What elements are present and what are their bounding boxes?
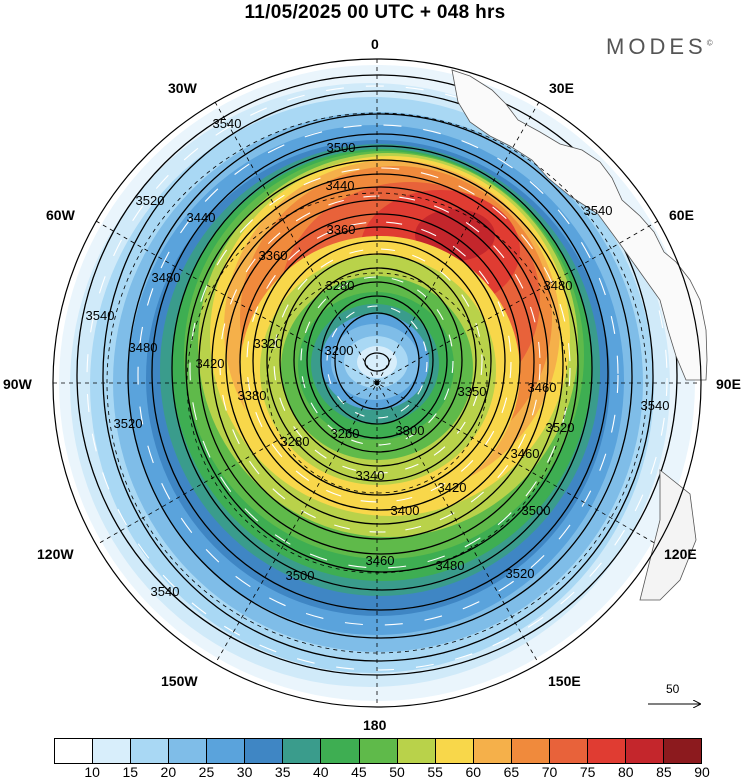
contour-label: 3440 <box>187 210 216 225</box>
colorbar-swatch <box>55 739 94 763</box>
contour-label: 3480 <box>436 558 465 573</box>
reference-vector-label: 50 <box>666 682 680 696</box>
contour-label: 3380 <box>238 388 267 403</box>
lon-label-0: 0 <box>371 36 379 52</box>
colorbar-swatch <box>511 739 550 763</box>
contour-label: 3350 <box>458 384 487 399</box>
contour-label: 3420 <box>196 356 225 371</box>
contour-label: 3480 <box>152 270 181 285</box>
colorbar-swatch <box>207 739 246 763</box>
contour-label: 3440 <box>326 178 355 193</box>
contour-label: 3500 <box>327 140 356 155</box>
contour-label: 3340 <box>356 468 385 483</box>
contour-label: 3520 <box>506 566 535 581</box>
colorbar-label: 90 <box>694 764 710 780</box>
contour-label: 3540 <box>584 203 613 218</box>
colorbar-swatch <box>321 739 360 763</box>
lon-label-120e: 120E <box>664 546 697 562</box>
colorbar-label: 55 <box>427 764 443 780</box>
contour-label: 3460 <box>366 553 395 568</box>
colorbar-label: 60 <box>465 764 482 780</box>
colorbar-swatch <box>549 739 588 763</box>
map-boundary <box>52 58 702 708</box>
pole-marker <box>374 380 380 386</box>
contour-label: 3500 <box>286 568 315 583</box>
colorbar-label: 35 <box>274 764 291 780</box>
lon-label-150e: 150E <box>548 673 581 689</box>
map-title: 11/05/2025 00 UTC + 048 hrs <box>244 2 506 23</box>
colorbar-label: 65 <box>503 764 520 780</box>
colorbar-swatch <box>587 739 626 763</box>
reference-arrow-icon <box>648 682 710 712</box>
lon-label-30e: 30E <box>549 80 574 96</box>
colorbar-swatch <box>397 739 436 763</box>
colorbar-label: 50 <box>389 764 405 780</box>
contour-label: 3320 <box>254 336 283 351</box>
contour-label: 3420 <box>438 480 467 495</box>
contour-label: 3360 <box>327 222 356 237</box>
colorbar-swatch <box>359 739 398 763</box>
colorbar-label: 30 <box>236 764 253 780</box>
contour-label: 3200 <box>325 343 354 358</box>
colorbar-swatch <box>169 739 208 763</box>
colorbar-label: 10 <box>84 764 100 780</box>
lon-label-150w: 150W <box>161 673 198 689</box>
contour-label: 3540 <box>151 584 180 599</box>
contour-label: 3520 <box>136 193 165 208</box>
contour-label: 3460 <box>528 380 557 395</box>
contour-label: 3280 <box>281 434 310 449</box>
contour-label: 3360 <box>259 248 288 263</box>
colorbar-swatch <box>283 739 322 763</box>
colorbar-label: 85 <box>656 764 672 780</box>
contour-label: 3540 <box>641 398 670 413</box>
lon-label-60w: 60W <box>46 207 75 223</box>
contour-label: 3300 <box>396 423 425 438</box>
coastlines <box>451 69 708 601</box>
colorbar-labels: 10 15 20 25 30 35 40 45 50 55 60 65 70 75 80 85 90 <box>0 764 750 782</box>
lon-label-90e: 90E <box>716 376 741 392</box>
lon-label-90w: 90W <box>3 376 32 392</box>
colorbar-label: 15 <box>122 764 139 780</box>
colorbar-label: 75 <box>579 764 596 780</box>
colorbar-label: 80 <box>617 764 634 780</box>
colorbar-label: 25 <box>198 764 215 780</box>
colorbar-swatch <box>245 739 284 763</box>
colorbar-label: 20 <box>160 764 177 780</box>
lon-label-60e: 60E <box>669 207 694 223</box>
colorbar-swatch <box>435 739 474 763</box>
colorbar-label: 40 <box>313 764 329 780</box>
reference-vector: 50 <box>640 682 710 712</box>
colorbar-swatch <box>473 739 512 763</box>
wind-speed-shading <box>53 59 701 707</box>
colorbar-swatch <box>664 739 702 763</box>
contour-label: 3480 <box>129 340 158 355</box>
lon-label-180: 180 <box>363 717 387 733</box>
lon-label-120w: 120W <box>37 546 74 562</box>
colorbar-label: 70 <box>541 764 558 780</box>
colorbar-swatch <box>93 739 132 763</box>
contour-label: 3460 <box>511 446 540 461</box>
contour-labels: 3540 3500 3440 3360 3280 3200 3540 3520 3480 3440… <box>86 116 670 599</box>
contour-label: 3500 <box>522 503 551 518</box>
lon-label-30w: 30W <box>168 80 197 96</box>
contour-label: 3400 <box>391 503 420 518</box>
modes-logo: MODES© <box>606 34 713 59</box>
contour-label: 3480 <box>544 278 573 293</box>
contour-label: 3280 <box>326 278 355 293</box>
contour-label: 3520 <box>114 416 143 431</box>
colorbar-swatch <box>625 739 664 763</box>
contour-label: 3540 <box>86 308 115 323</box>
colorbar <box>54 738 702 764</box>
contour-label: 3520 <box>546 420 575 435</box>
colorbar-swatch <box>131 739 170 763</box>
colorbar-label: 45 <box>351 764 367 780</box>
contour-label: 3540 <box>213 116 242 131</box>
contour-label: 3260 <box>331 426 360 441</box>
